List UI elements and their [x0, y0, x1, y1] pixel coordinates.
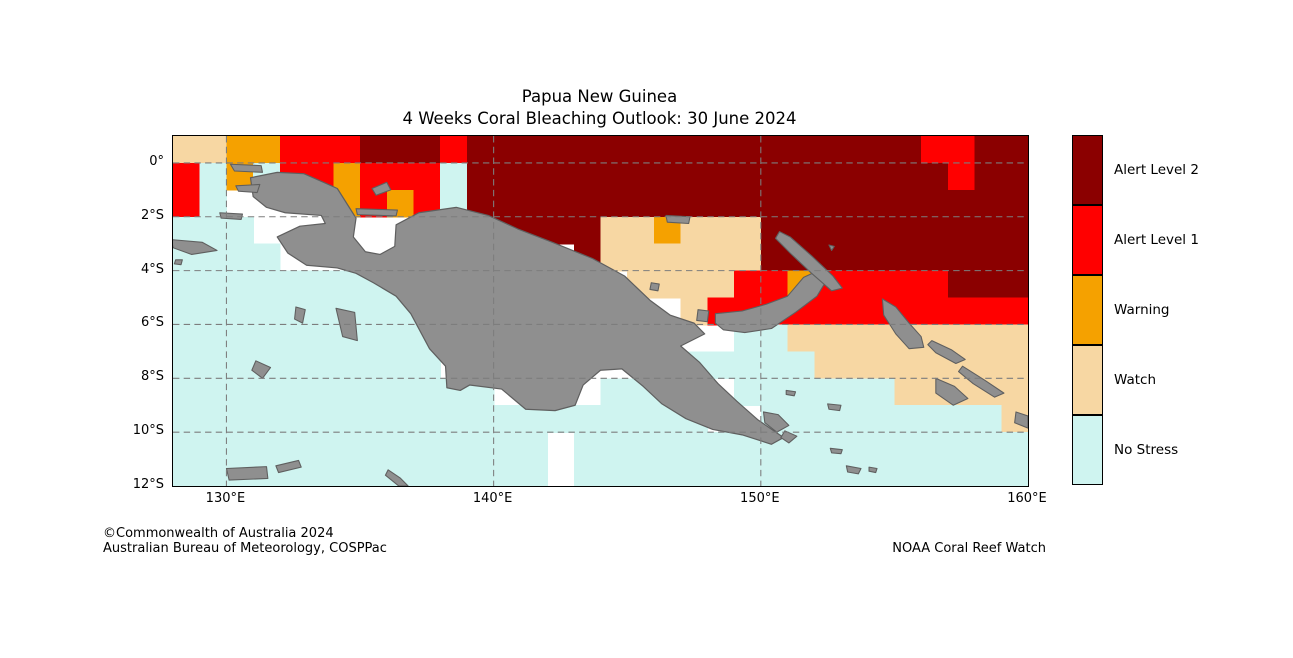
island-new-ireland	[774, 231, 843, 292]
lat-tick-label: 8°S	[140, 369, 164, 385]
chart-title: Papua New Guinea	[521, 87, 678, 106]
legend-label: Alert Level 2	[1114, 162, 1199, 178]
island-cobourg	[275, 459, 302, 474]
legend-swatch-watch	[1072, 345, 1103, 415]
map-svg	[173, 136, 1028, 486]
lat-tick-label: 0°	[149, 153, 164, 169]
island-wessel	[384, 469, 409, 486]
island-waigeo	[229, 163, 264, 173]
lon-tick-label: 160°E	[1007, 491, 1047, 506]
graticule	[173, 136, 1028, 486]
copyright-text: ©Commonwealth of Australia 2024	[103, 526, 334, 541]
chart-subtitle: 4 Weeks Coral Bleaching Outlook: 30 June…	[402, 109, 797, 128]
island-bougainville	[881, 298, 925, 350]
legend-swatch-alert-level-2	[1072, 135, 1103, 205]
island-woodlark	[827, 403, 842, 412]
island-umboi	[696, 309, 710, 323]
legend-label: Warning	[1114, 302, 1170, 318]
island-melville	[225, 466, 269, 481]
island-manus	[665, 214, 691, 225]
legend-label: Watch	[1114, 372, 1157, 388]
source-text: NOAA Coral Reef Watch	[892, 541, 1046, 556]
lon-tick-label: 130°E	[205, 491, 246, 506]
land-layer	[173, 163, 1028, 486]
island-yapen	[355, 208, 398, 217]
island-karkar	[649, 282, 660, 292]
island-batanta	[235, 183, 261, 194]
agency-text: Australian Bureau of Meteorology, COSPPa…	[103, 540, 387, 556]
island-new-georgia	[935, 377, 969, 406]
lat-tick-label: 6°S	[140, 315, 164, 331]
island-trobriand	[785, 389, 797, 397]
island-seram	[173, 239, 218, 256]
island-rossel	[868, 466, 878, 474]
stress-cells	[173, 136, 1028, 486]
island-tagula	[845, 465, 862, 475]
chart-title-block: Papua New Guinea 4 Weeks Coral Bleaching…	[172, 86, 1027, 130]
footer-credits: ©Commonwealth of Australia 2024 Australi…	[103, 526, 387, 556]
legend-swatch-no-stress	[1072, 415, 1103, 485]
legend-label: Alert Level 1	[1114, 232, 1199, 248]
lon-tick-label: 140°E	[472, 491, 513, 506]
island-ambon	[173, 259, 183, 266]
island-kai	[294, 306, 306, 324]
island-dentrecasteaux	[762, 411, 790, 433]
island-lihir	[828, 244, 835, 251]
island-normanby	[780, 430, 798, 444]
land-mainland-new-guinea	[249, 171, 785, 445]
lat-tick-label: 12°S	[132, 477, 164, 492]
lon-tick-label: 150°E	[740, 491, 780, 506]
outlook-map	[172, 135, 1029, 487]
island-choiseul	[927, 340, 966, 365]
island-santa-isabel	[957, 365, 1005, 398]
lat-tick-label: 4°S	[140, 261, 164, 277]
island-new-britain	[714, 270, 829, 334]
lat-tick-label: 10°S	[132, 423, 164, 439]
island-biak	[371, 181, 392, 196]
island-misima	[829, 447, 843, 455]
lat-tick-label: 2°S	[140, 207, 164, 223]
legend-swatch-warning	[1072, 275, 1103, 345]
island-misool	[219, 212, 244, 220]
legend-swatch-alert-level-1	[1072, 205, 1103, 275]
legend: Alert Level 2 Alert Level 1 Warning Watch No…	[1072, 135, 1293, 487]
island-guadalcanal	[1014, 411, 1028, 429]
legend-label: No Stress	[1114, 442, 1179, 458]
